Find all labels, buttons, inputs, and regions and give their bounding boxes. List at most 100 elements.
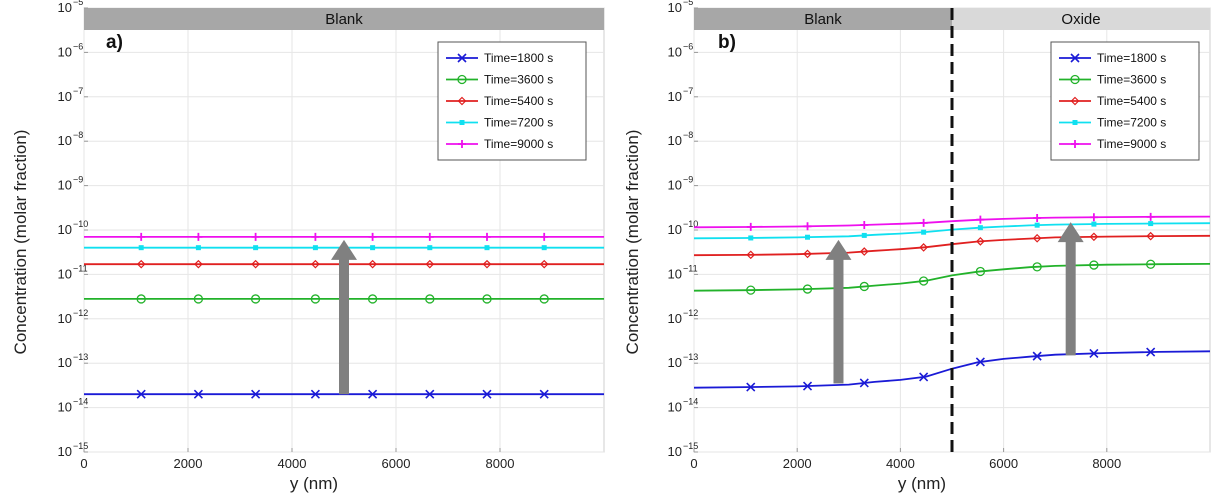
series-marker xyxy=(312,245,318,251)
series-marker xyxy=(1089,213,1098,222)
series-marker xyxy=(803,222,812,231)
region-label: Oxide xyxy=(1061,11,1100,28)
series-marker xyxy=(859,247,869,256)
series-marker xyxy=(368,389,378,399)
series-marker xyxy=(482,389,492,399)
y-tick-label: 10 xyxy=(58,178,72,193)
arrow-shaft xyxy=(833,257,844,384)
y-tick-exponent: −10 xyxy=(683,219,698,229)
arrow-head xyxy=(825,239,852,260)
y-tick-label: 10 xyxy=(668,133,682,148)
series-marker xyxy=(860,221,869,230)
series-marker xyxy=(746,222,755,231)
y-tick-label: 10 xyxy=(58,355,72,370)
x-tick-label: 6000 xyxy=(382,456,411,471)
panel-label: b) xyxy=(718,32,736,53)
y-tick-label: 10 xyxy=(668,444,682,459)
series-5 xyxy=(693,212,1211,231)
series-marker xyxy=(1032,262,1042,272)
series-marker xyxy=(311,232,320,241)
legend-marker xyxy=(459,120,465,125)
region-banner xyxy=(694,8,952,30)
series-marker xyxy=(310,389,320,399)
y-tick-exponent: −6 xyxy=(683,41,693,51)
x-tick-label: 4000 xyxy=(278,456,307,471)
y-tick-exponent: −5 xyxy=(73,0,83,7)
x-tick-label: 2000 xyxy=(783,456,812,471)
y-tick-label: 10 xyxy=(668,89,682,104)
series-marker xyxy=(193,294,204,304)
series-marker xyxy=(368,232,377,241)
series-marker xyxy=(1146,212,1155,221)
x-tick-label: 0 xyxy=(690,456,697,471)
y-tick-label: 10 xyxy=(668,400,682,415)
chart-b-svg: Blank Oxide10−1510−1410−1310−1210−1110−10… xyxy=(623,0,1211,493)
series-marker xyxy=(541,245,547,251)
arrow-head xyxy=(1057,222,1084,243)
series-marker xyxy=(1033,213,1042,222)
series-marker xyxy=(975,357,985,367)
x-tick-label: 8000 xyxy=(486,456,515,471)
legend-marker xyxy=(458,140,466,148)
series-marker xyxy=(250,294,261,304)
y-tick-exponent: −15 xyxy=(683,441,698,451)
series-marker xyxy=(539,259,549,269)
y-tick-label: 10 xyxy=(58,89,72,104)
legend-entry: Time=3600 s xyxy=(1097,73,1166,87)
series-marker xyxy=(539,389,549,399)
y-tick-label: 10 xyxy=(58,444,72,459)
legend-marker xyxy=(1070,74,1080,85)
series-marker xyxy=(482,294,492,304)
region-banner xyxy=(952,8,1210,30)
y-tick-exponent: −12 xyxy=(683,308,698,318)
series-marker xyxy=(138,245,144,251)
series-marker xyxy=(137,232,146,241)
legend-entry: Time=5400 s xyxy=(1097,94,1166,108)
y-tick-label: 10 xyxy=(58,222,72,237)
legend-marker xyxy=(1072,120,1078,125)
series-line xyxy=(693,215,1211,229)
series-marker xyxy=(746,382,756,392)
legend-entry: Time=9000 s xyxy=(1097,137,1166,151)
y-tick-label: 10 xyxy=(668,222,682,237)
y-tick-exponent: −7 xyxy=(683,86,693,96)
series-marker xyxy=(861,232,867,238)
chart-panel-b: Blank Oxide 10 −15 10 −14 10 −13 10 −12 10 −11 10 −10… xyxy=(606,0,1213,494)
x-tick-label: 0 xyxy=(80,456,87,471)
series-marker xyxy=(976,237,985,246)
arrow-head xyxy=(331,239,357,260)
y-tick-exponent: −11 xyxy=(683,263,698,273)
region-banner xyxy=(84,8,604,30)
series-marker xyxy=(746,250,756,260)
legend-entry: Time=5400 s xyxy=(484,94,553,108)
y-tick-label: 10 xyxy=(58,0,72,15)
y-tick-exponent: −13 xyxy=(683,352,698,362)
series-marker xyxy=(482,259,492,269)
series-marker xyxy=(1146,231,1156,241)
series-marker xyxy=(367,294,378,304)
series-marker xyxy=(368,259,377,269)
series-marker xyxy=(253,245,259,251)
y-tick-exponent: −14 xyxy=(73,397,88,407)
y-tick-label: 10 xyxy=(668,44,682,59)
series-marker xyxy=(425,389,435,399)
series-marker xyxy=(1146,347,1156,357)
series-marker xyxy=(748,235,754,241)
legend-marker xyxy=(457,74,467,85)
series-marker xyxy=(483,232,491,241)
y-tick-exponent: −11 xyxy=(73,263,88,273)
region-label: Blank xyxy=(325,11,363,28)
x-tick-label: 4000 xyxy=(886,456,915,471)
y-tick-label: 10 xyxy=(668,178,682,193)
trend-arrow xyxy=(1057,222,1084,356)
arrow-shaft xyxy=(1065,240,1076,356)
series-marker xyxy=(1032,351,1042,361)
legend-marker xyxy=(1070,96,1080,106)
legend: Time=1800 s Time=3600 s Time=5400 s Time=72… xyxy=(437,41,587,161)
y-tick-label: 10 xyxy=(58,311,72,326)
series-marker xyxy=(136,259,146,269)
y-tick-exponent: −14 xyxy=(683,397,698,407)
series-marker xyxy=(802,284,813,294)
legend-marker xyxy=(457,53,467,63)
